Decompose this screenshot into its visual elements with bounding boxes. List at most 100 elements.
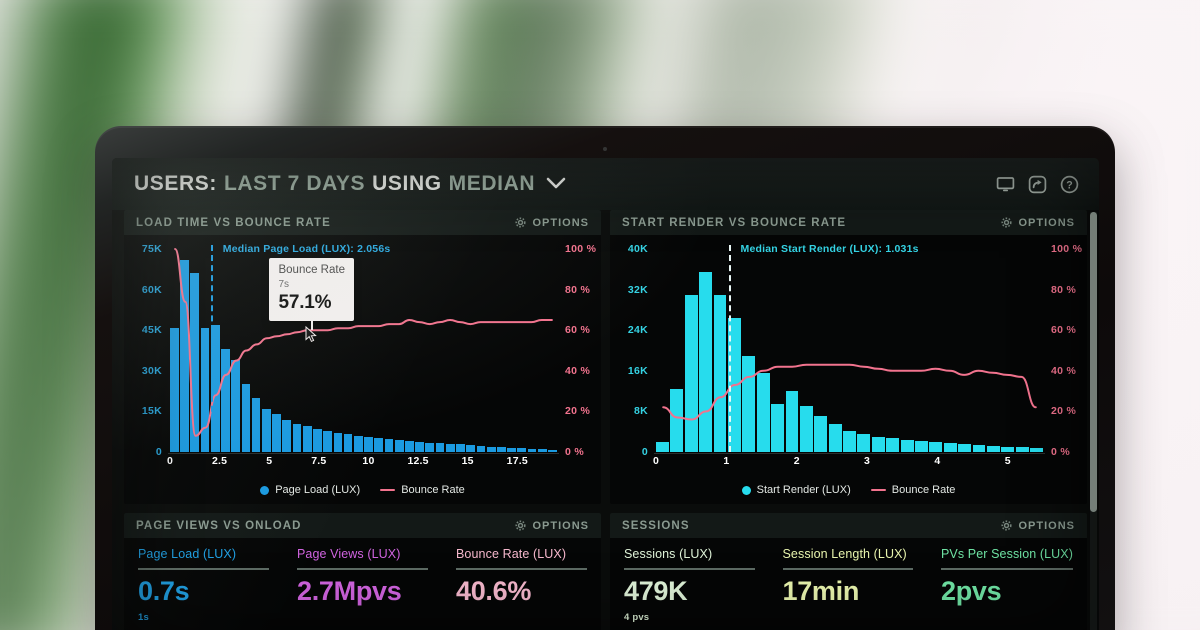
bar[interactable] bbox=[986, 446, 1000, 452]
bar[interactable] bbox=[282, 419, 292, 452]
bar[interactable] bbox=[200, 327, 210, 452]
bar[interactable] bbox=[527, 448, 537, 452]
bar[interactable] bbox=[435, 443, 445, 452]
chevron-down-icon[interactable] bbox=[546, 172, 566, 196]
bar[interactable] bbox=[517, 448, 527, 452]
bar[interactable] bbox=[843, 430, 856, 452]
title-metric[interactable]: MEDIAN bbox=[448, 172, 536, 195]
y-axis-tick: 8K bbox=[633, 405, 648, 418]
options-button[interactable]: OPTIONS bbox=[515, 520, 589, 532]
bar[interactable] bbox=[343, 434, 353, 452]
bar[interactable] bbox=[915, 441, 928, 452]
bar[interactable] bbox=[548, 449, 557, 452]
bar[interactable] bbox=[857, 433, 871, 452]
metric-card[interactable]: Session Length (LUX) 17min bbox=[769, 547, 928, 630]
bar[interactable] bbox=[261, 408, 271, 452]
bar[interactable] bbox=[466, 445, 476, 452]
bar[interactable] bbox=[272, 414, 281, 452]
bar[interactable] bbox=[713, 294, 727, 452]
options-button[interactable]: OPTIONS bbox=[1001, 217, 1075, 229]
metric-card[interactable]: Page Load (LUX) 0.7s 1s bbox=[124, 547, 283, 630]
plot-start-render[interactable]: 0 8K 16K 24K 32K 40K 0 % 20 % 40 % 60 % 80 % 100 % M… bbox=[628, 243, 1082, 467]
bar[interactable] bbox=[302, 426, 312, 452]
title-range[interactable]: LAST 7 DAYS bbox=[223, 172, 366, 195]
bar[interactable] bbox=[170, 327, 179, 452]
bar[interactable] bbox=[415, 441, 424, 452]
bar[interactable] bbox=[656, 441, 669, 452]
bar[interactable] bbox=[210, 324, 220, 452]
bar[interactable] bbox=[972, 445, 986, 452]
bar[interactable] bbox=[507, 447, 516, 452]
bar[interactable] bbox=[384, 439, 394, 452]
vertical-scrollbar[interactable] bbox=[1090, 212, 1097, 630]
bar[interactable] bbox=[323, 430, 332, 452]
scrollbar-thumb[interactable] bbox=[1090, 212, 1097, 512]
secondary-y-axis-tick: 100 % bbox=[1051, 243, 1083, 255]
bar[interactable] bbox=[221, 349, 230, 452]
bar[interactable] bbox=[886, 438, 900, 452]
bar[interactable] bbox=[958, 444, 972, 452]
bar[interactable] bbox=[699, 271, 713, 452]
bar[interactable] bbox=[251, 397, 261, 452]
bar[interactable] bbox=[180, 259, 189, 452]
bar[interactable] bbox=[1015, 447, 1029, 452]
bar[interactable] bbox=[425, 442, 435, 452]
bar[interactable] bbox=[313, 429, 322, 452]
bar[interactable] bbox=[333, 433, 343, 452]
metric-label: Bounce Rate (LUX) bbox=[456, 547, 567, 561]
legend-label-line: Bounce Rate bbox=[401, 484, 465, 496]
y-axis-tick: 75K bbox=[141, 243, 162, 255]
bar[interactable] bbox=[190, 273, 200, 452]
bar[interactable] bbox=[742, 355, 756, 452]
bar[interactable] bbox=[929, 442, 943, 452]
x-axis-tick: 17.5 bbox=[506, 455, 528, 467]
bar[interactable] bbox=[828, 424, 842, 452]
plot-load-time[interactable]: 0 15K 30K 45K 60K 75K 0 % 20 % 40 % 60 % 80 % 100 %… bbox=[142, 243, 596, 467]
laptop-screen: USERS: LAST 7 DAYS USING MEDIAN bbox=[112, 158, 1099, 630]
secondary-y-axis-tick: 60 % bbox=[565, 324, 591, 337]
bar[interactable] bbox=[871, 436, 885, 452]
bar[interactable] bbox=[476, 445, 486, 452]
bar[interactable] bbox=[353, 435, 363, 452]
metric-card[interactable]: Bounce Rate (LUX) 40.6% bbox=[442, 547, 601, 630]
panel-load-time-vs-bounce-rate: LOAD TIME VS BOUNCE RATE OPTIONS bbox=[124, 210, 601, 504]
bar[interactable] bbox=[943, 443, 957, 452]
bar[interactable] bbox=[241, 384, 251, 452]
monitor-icon[interactable] bbox=[996, 175, 1015, 194]
page-title[interactable]: USERS: LAST 7 DAYS USING MEDIAN bbox=[134, 172, 566, 196]
bar[interactable] bbox=[394, 439, 404, 452]
metric-label: Page Load (LUX) bbox=[138, 547, 237, 561]
bar[interactable] bbox=[1001, 446, 1015, 452]
metric-label: Page Views (LUX) bbox=[297, 547, 401, 561]
bar[interactable] bbox=[231, 359, 241, 452]
bar[interactable] bbox=[405, 440, 414, 452]
panel-title: SESSIONS bbox=[622, 519, 690, 532]
bar[interactable] bbox=[537, 449, 547, 452]
bar[interactable] bbox=[670, 388, 684, 452]
bar[interactable] bbox=[374, 437, 384, 452]
metric-card[interactable]: Sessions (LUX) 479K 4 pvs bbox=[610, 547, 769, 630]
share-icon[interactable] bbox=[1028, 175, 1047, 194]
bar[interactable] bbox=[456, 444, 465, 452]
help-icon[interactable]: ? bbox=[1060, 175, 1079, 194]
bar[interactable] bbox=[1030, 447, 1044, 452]
bar[interactable] bbox=[684, 294, 698, 452]
bar[interactable] bbox=[771, 403, 785, 452]
bar[interactable] bbox=[814, 416, 828, 452]
bar-series bbox=[170, 249, 557, 452]
metric-card[interactable]: Page Views (LUX) 2.7Mpvs bbox=[283, 547, 442, 630]
bar[interactable] bbox=[445, 443, 455, 452]
bar[interactable] bbox=[497, 447, 506, 452]
gear-icon bbox=[1001, 217, 1013, 228]
bar[interactable] bbox=[292, 423, 302, 452]
options-button[interactable]: OPTIONS bbox=[1001, 520, 1075, 532]
bar[interactable] bbox=[756, 373, 770, 452]
bar[interactable] bbox=[900, 439, 914, 452]
bar[interactable] bbox=[486, 446, 496, 452]
options-button[interactable]: OPTIONS bbox=[515, 217, 589, 229]
bar[interactable] bbox=[364, 437, 373, 452]
x-axis-line bbox=[168, 453, 559, 454]
bar[interactable] bbox=[785, 391, 799, 452]
metric-card[interactable]: PVs Per Session (LUX) 2pvs bbox=[927, 547, 1087, 630]
bar[interactable] bbox=[799, 406, 813, 452]
